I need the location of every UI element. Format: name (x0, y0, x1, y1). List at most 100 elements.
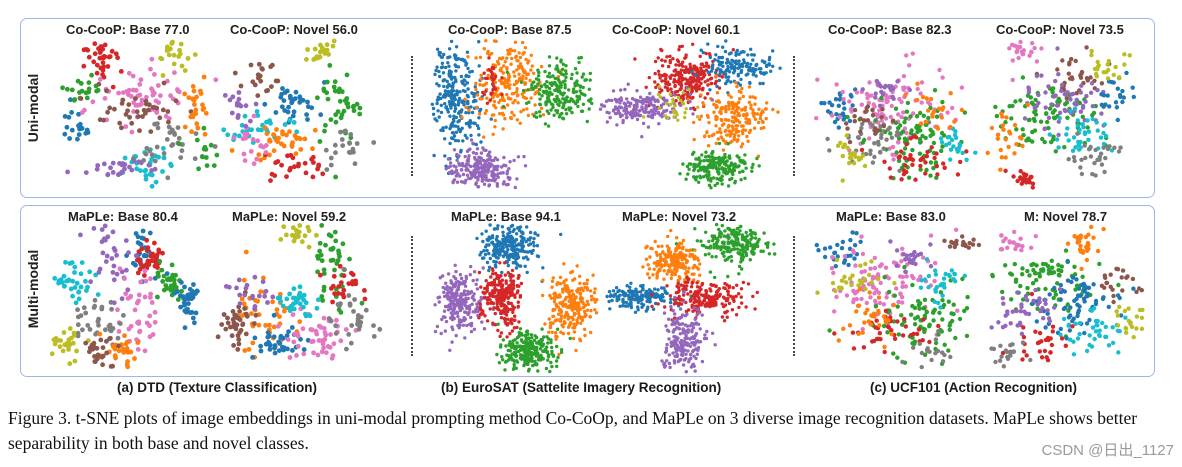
scatter-point (115, 307, 120, 313)
scatter-point (739, 50, 743, 55)
scatter-point (1078, 165, 1083, 170)
scatter-point (847, 118, 853, 124)
scatter-point (467, 111, 471, 115)
scatter-point (1060, 58, 1065, 63)
scatter-point (852, 114, 857, 119)
scatter-point (539, 106, 544, 111)
scatter-point (309, 105, 315, 111)
scatter-point (865, 104, 871, 109)
scatter-point (973, 150, 978, 155)
scatter-point (281, 98, 287, 103)
scatter-point (231, 343, 236, 348)
scatter-point (200, 107, 206, 112)
scatter-point (371, 140, 377, 145)
scatter-point (495, 168, 499, 172)
scatter-point (910, 157, 916, 163)
scatter-point (704, 61, 709, 65)
scatter-point (453, 305, 457, 309)
scatter-point (537, 92, 541, 96)
scatter-point (290, 348, 295, 353)
scatter-point (1098, 135, 1104, 140)
scatter-point (1001, 127, 1006, 132)
scatter-point (277, 295, 283, 300)
scatter-point (757, 164, 761, 168)
scatter-point (287, 291, 292, 297)
scatter-point (724, 104, 728, 109)
scatter-point (78, 271, 84, 277)
scatter-point (500, 278, 505, 282)
scatter-point (478, 97, 482, 101)
scatter-point (1079, 83, 1084, 88)
scatter-point (139, 97, 145, 103)
scatter-point (91, 226, 97, 231)
scatter-point (478, 159, 482, 163)
scatter-point (511, 261, 515, 265)
scatter-point (465, 173, 470, 177)
scatter-point (475, 147, 480, 151)
scatter-point (87, 269, 93, 275)
scatter-point (1078, 145, 1083, 150)
scatter-point (733, 133, 737, 137)
scatter-point (558, 282, 563, 286)
scatter-point (525, 225, 529, 229)
scatter-point (985, 150, 990, 156)
scatter-point (1026, 90, 1032, 95)
scatter-point (845, 145, 850, 150)
scatter-point (749, 47, 753, 51)
scatter-point (328, 332, 333, 337)
scatter-point (532, 244, 536, 248)
scatter-point (939, 115, 944, 120)
scatter-point (323, 147, 329, 153)
scatter-point (439, 110, 444, 115)
scatter-point (530, 83, 534, 87)
scatter-point (575, 308, 579, 312)
scatter-point (1029, 100, 1035, 105)
scatter-point (926, 115, 931, 121)
scatter-point (703, 96, 707, 100)
scatter-point (683, 115, 687, 120)
scatter-point (135, 103, 140, 108)
scatter-point (273, 110, 279, 115)
scatter-point (613, 97, 617, 102)
scatter-point (280, 131, 285, 137)
scatter-point (683, 111, 687, 115)
scatter-point (74, 348, 79, 354)
scatter-point (242, 113, 248, 119)
scatter-point (753, 117, 758, 122)
scatter-point (377, 326, 383, 332)
scatter-point (1059, 88, 1064, 94)
scatter-point (918, 128, 923, 133)
scatter-point (923, 119, 928, 125)
scatter-point (648, 96, 652, 101)
scatter-point (521, 52, 525, 56)
scatter-point (125, 108, 130, 114)
scatter-point (439, 103, 443, 108)
scatter-point (338, 338, 344, 344)
scatter-point (652, 104, 657, 108)
scatter-point (590, 101, 594, 106)
scatter-point (258, 143, 264, 148)
scatter-point (541, 113, 546, 117)
scatter-point (490, 234, 495, 238)
scatter-point (734, 53, 738, 57)
scatter-point (689, 106, 693, 111)
scatter-point (94, 62, 100, 68)
scatter-point (1006, 144, 1011, 150)
scatter-point (666, 82, 671, 87)
scatter-point (236, 341, 242, 347)
scatter-point (317, 49, 323, 55)
scatter-point (451, 81, 455, 85)
scatter-point (832, 119, 838, 125)
scatter-point (278, 237, 284, 242)
scatter-point (78, 96, 84, 101)
scatter-point (910, 147, 915, 153)
scatter-point (238, 327, 244, 333)
scatter-point (483, 295, 487, 300)
scatter-point (1105, 93, 1110, 98)
scatter-point (536, 82, 540, 86)
scatter-point (563, 287, 567, 291)
scatter-point (702, 159, 706, 163)
scatter-point (80, 327, 85, 333)
scatter-point (477, 133, 481, 137)
scatter-point (724, 110, 728, 114)
